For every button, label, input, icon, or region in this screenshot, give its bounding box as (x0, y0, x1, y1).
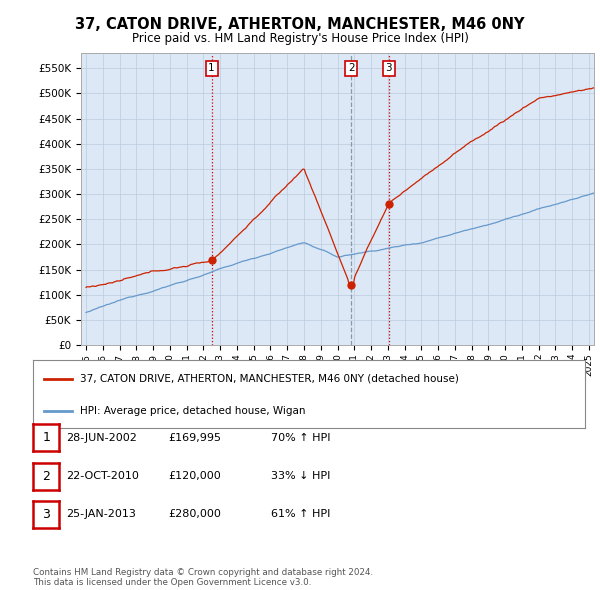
Text: 37, CATON DRIVE, ATHERTON, MANCHESTER, M46 0NY: 37, CATON DRIVE, ATHERTON, MANCHESTER, M… (75, 17, 525, 31)
Text: 1: 1 (42, 431, 50, 444)
Text: 2: 2 (42, 470, 50, 483)
Text: £169,995: £169,995 (169, 433, 221, 442)
Text: 70% ↑ HPI: 70% ↑ HPI (271, 433, 330, 442)
Text: 3: 3 (386, 63, 392, 73)
Text: £120,000: £120,000 (169, 471, 221, 481)
Text: 37, CATON DRIVE, ATHERTON, MANCHESTER, M46 0NY (detached house): 37, CATON DRIVE, ATHERTON, MANCHESTER, M… (80, 374, 459, 384)
Text: 28-JUN-2002: 28-JUN-2002 (67, 433, 137, 442)
Text: £280,000: £280,000 (169, 510, 221, 519)
Text: 2: 2 (348, 63, 355, 73)
Text: 22-OCT-2010: 22-OCT-2010 (67, 471, 139, 481)
Text: Price paid vs. HM Land Registry's House Price Index (HPI): Price paid vs. HM Land Registry's House … (131, 32, 469, 45)
Text: 3: 3 (42, 508, 50, 521)
Text: 1: 1 (208, 63, 215, 73)
Text: 33% ↓ HPI: 33% ↓ HPI (271, 471, 330, 481)
Text: Contains HM Land Registry data © Crown copyright and database right 2024.
This d: Contains HM Land Registry data © Crown c… (33, 568, 373, 587)
Text: 61% ↑ HPI: 61% ↑ HPI (271, 510, 330, 519)
Text: HPI: Average price, detached house, Wigan: HPI: Average price, detached house, Wiga… (80, 407, 305, 417)
Text: 25-JAN-2013: 25-JAN-2013 (67, 510, 136, 519)
